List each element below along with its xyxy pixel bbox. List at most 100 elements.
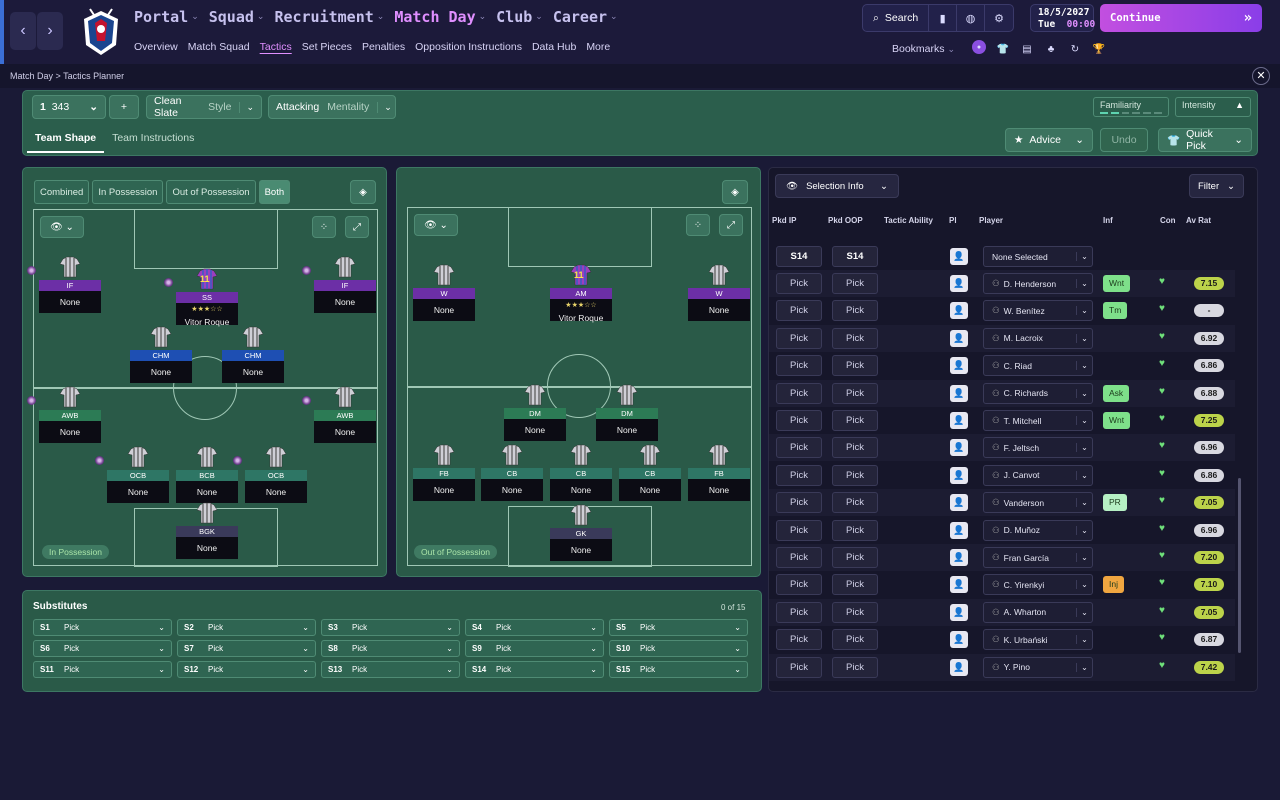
table-row[interactable]: Pick Pick 👤 ⚇ M. Lacroix ⌄ ♥ 6.92 [769,324,1235,352]
table-row[interactable]: Pick Pick 👤 ⚇ Vanderson ⌄ PR ♥ 7.05 [769,489,1235,517]
player-slot[interactable]: GK None [550,504,612,562]
player-info-icon[interactable]: 👤 [950,549,968,566]
nav-item-club[interactable]: Club ⌄ [496,8,543,26]
player-select[interactable]: ⚇ D. Muñoz ⌄ [983,519,1093,541]
player-slot[interactable]: BGK None [176,502,238,560]
header-tactic-ability[interactable]: Tactic Ability [884,216,933,225]
substitute-slot[interactable]: S7 Pick ⌄ [177,640,316,657]
player-info-icon[interactable]: 👤 [950,302,968,320]
quick-pick-button[interactable]: 👕 Quick Pick ⌄ [1158,128,1252,152]
player-select[interactable]: ⚇ C. Riad ⌄ [983,355,1093,377]
table-row[interactable]: Pick Pick 👤 ⚇ Y. Pino ⌄ ♥ 7.42 [769,653,1235,681]
player-info-icon[interactable]: 👤 [950,631,968,649]
player-select[interactable]: ⚇ J. Canvot ⌄ [983,464,1093,486]
table-row[interactable]: Pick Pick 👤 ⚇ T. Mitchell ⌄ Wnt ♥ 7.25 [769,407,1235,434]
gear-icon[interactable]: ⚙ [994,12,1004,25]
table-row[interactable]: Pick Pick 👤 ⚇ C. Riad ⌄ ♥ 6.86 [769,352,1235,379]
pkd-oop-button[interactable]: Pick [832,464,878,486]
pkd-ip-button[interactable]: Pick [776,327,822,349]
pkd-oop-button[interactable]: Pick [832,327,878,349]
pkd-oop-button[interactable]: Pick [832,629,878,651]
player-slot[interactable]: 11 AM ★★★☆☆ Vitor Roque [550,264,612,323]
pkd-ip-button[interactable]: Pick [776,273,822,294]
player-slot[interactable]: AWB None [27,386,101,444]
player-select[interactable]: ⚇ Fran García ⌄ [983,547,1093,568]
pkd-oop-button[interactable]: Pick [832,574,878,596]
refresh-icon[interactable]: ↻ [1070,43,1080,55]
substitute-slot[interactable]: S6 Pick ⌄ [33,640,172,657]
player-info-icon[interactable]: 👤 [950,329,968,347]
player-slot[interactable]: CHM None [222,326,284,384]
pkd-oop-button[interactable]: Pick [832,492,878,514]
header-player[interactable]: Player [979,216,1004,225]
player-info-icon[interactable]: 👤 [950,248,968,265]
nav-item-portal[interactable]: Portal ⌄ [134,8,199,26]
add-tactic-button[interactable]: + [109,95,139,119]
player-slot[interactable]: OCB None [233,446,307,504]
pkd-oop-button[interactable]: Pick [832,300,878,322]
grid-icon[interactable]: ⁘ [312,216,336,238]
clipboard-icon[interactable]: ▤ [1022,43,1032,55]
table-row[interactable]: Pick Pick 👤 ⚇ C. Yirenkyi ⌄ Inj ♥ 7.10 [769,571,1235,598]
back-button[interactable]: ‹ [10,12,36,50]
bookmark-icon[interactable]: ▮ [929,5,958,31]
player-info-icon[interactable]: 👤 [950,466,968,484]
subnav-item-overview[interactable]: Overview [134,41,178,53]
subnav-item-more[interactable]: More [586,41,611,53]
nav-item-squad[interactable]: Squad ⌄ [208,8,265,26]
player-select[interactable]: ⚇ D. Henderson ⌄ [983,273,1093,294]
header-inf[interactable]: Inf [1103,216,1113,225]
subnav-item-set-pieces[interactable]: Set Pieces [301,41,352,53]
header-av-rat[interactable]: Av Rat [1186,216,1212,225]
player-slot[interactable]: DM None [596,384,658,442]
pkd-oop-button[interactable]: Pick [832,547,878,568]
substitute-slot[interactable]: S1 Pick ⌄ [33,619,172,636]
subnav-item-penalties[interactable]: Penalties [361,41,406,53]
pkd-oop-button[interactable]: Pick [832,382,878,404]
pkd-ip-button[interactable]: Pick [776,519,822,541]
substitute-slot[interactable]: S13 Pick ⌄ [321,661,460,678]
player-slot[interactable]: W None [413,264,475,322]
segment-out-of-possession[interactable]: Out of Possession [166,180,256,204]
inbox-badge-icon[interactable]: ● [972,40,986,54]
player-select[interactable]: ⚇ F. Jeltsch ⌄ [983,437,1093,459]
substitute-slot[interactable]: S12 Pick ⌄ [177,661,316,678]
header-pl[interactable]: Pl [949,216,957,225]
player-slot[interactable]: CB None [550,444,612,502]
table-row[interactable]: Pick Pick 👤 ⚇ F. Jeltsch ⌄ ♥ 6.96 [769,434,1235,462]
player-select[interactable]: ⚇ C. Richards ⌄ [983,382,1093,404]
table-row[interactable]: Pick Pick 👤 ⚇ Fran García ⌄ ♥ 7.20 [769,544,1235,571]
table-row[interactable]: Pick Pick 👤 ⚇ A. Wharton ⌄ ♥ 7.05 [769,598,1235,626]
table-row[interactable]: Pick Pick 👤 ⚇ D. Henderson ⌄ Wnt ♥ 7.15 [769,270,1235,297]
pkd-ip-button[interactable]: Pick [776,355,822,377]
filter-button[interactable]: Filter ⌄ [1189,174,1244,198]
table-row[interactable]: Pick Pick 👤 ⚇ J. Canvot ⌄ ♥ 6.86 [769,462,1235,489]
player-info-icon[interactable]: 👤 [950,494,968,512]
table-row[interactable]: Pick Pick 👤 ⚇ W. Benítez ⌄ Tm ♥ - [769,297,1235,324]
pkd-oop-button[interactable]: Pick [832,355,878,377]
style-select[interactable]: Clean Slate Style ⌄ [146,95,262,119]
diamond-icon[interactable]: ◈ [722,180,748,204]
player-info-icon[interactable]: 👤 [950,412,968,429]
player-slot[interactable]: IF None [302,256,376,314]
breadcrumb-item[interactable]: Match Day [10,71,54,81]
people-icon[interactable]: ♣ [1047,43,1055,55]
pkd-oop-button[interactable]: Pick [832,437,878,459]
player-select[interactable]: ⚇ Vanderson ⌄ [983,492,1093,514]
expand-icon[interactable]: ⤢ [345,216,369,238]
pkd-ip-button[interactable]: S14 [776,246,822,267]
table-row[interactable]: Pick Pick 👤 ⚇ C. Richards ⌄ Ask ♥ 6.88 [769,379,1235,407]
trophy-icon[interactable]: 🏆 [1092,43,1106,55]
player-info-icon[interactable]: 👤 [950,357,968,375]
substitute-slot[interactable]: S8 Pick ⌄ [321,640,460,657]
pkd-oop-button[interactable]: Pick [832,656,878,678]
substitute-slot[interactable]: S2 Pick ⌄ [177,619,316,636]
forward-button[interactable]: › [37,12,63,50]
player-select[interactable]: None Selected ⌄ [983,246,1093,267]
substitute-slot[interactable]: S14 Pick ⌄ [465,661,604,678]
visibility-toggle[interactable]: 👁 ⌄ [414,214,458,236]
player-select[interactable]: ⚇ M. Lacroix ⌄ [983,327,1093,349]
table-row[interactable]: Pick Pick 👤 ⚇ D. Muñoz ⌄ ♥ 6.96 [769,517,1235,544]
player-info-icon[interactable]: 👤 [950,658,968,676]
player-slot[interactable]: DM None [504,384,566,442]
